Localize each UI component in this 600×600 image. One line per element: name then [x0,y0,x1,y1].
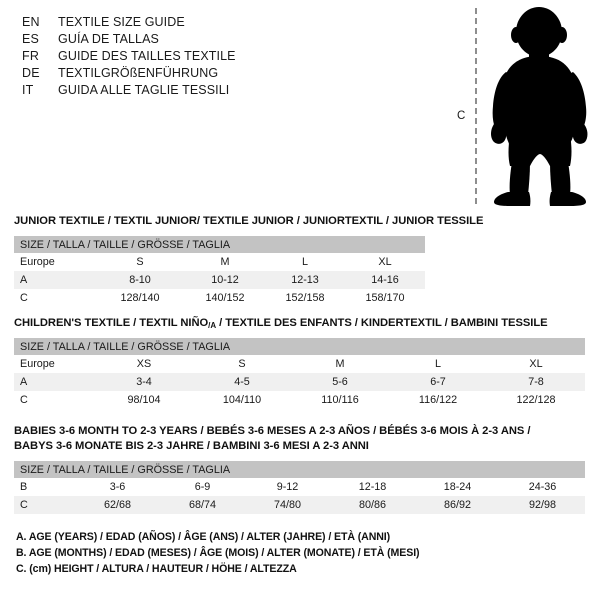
language-row: IT GUIDA ALLE TAGLIE TESSILI [22,82,322,99]
cell: 24-36 [500,478,586,496]
table-row: C 98/104 104/110 110/116 116/122 122/128 [14,391,586,409]
cell: M [185,253,265,271]
section-children-textile: CHILDREN'S TEXTILE / TEXTIL NIÑO/A / TEX… [14,316,586,409]
section-title-babies-line2: BABYS 3-6 MONATE BIS 2-3 JAHRE / BAMBINI… [14,440,369,452]
height-marker-label: C [457,110,466,122]
row-label: C [14,496,75,514]
language-title-de: TEXTILGRÖßENFÜHRUNG [58,66,219,80]
footnote-c: C. (cm) HEIGHT / ALTURA / HAUTEUR / HÖHE… [16,563,297,575]
cell: 18-24 [415,478,500,496]
cell: 62/68 [75,496,160,514]
cell: 3-6 [75,478,160,496]
language-title-es: GUÍA DE TALLAS [58,32,159,46]
cell: 10-12 [185,271,265,289]
cell: 9-12 [245,478,330,496]
cell: 86/92 [415,496,500,514]
cell: 68/74 [160,496,245,514]
table-row: B 3-6 6-9 9-12 12-18 18-24 24-36 [14,478,586,496]
cell: 8-10 [95,271,185,289]
size-table-children: SIZE / TALLA / TAILLE / GRÖSSE / TAGLIA … [14,338,586,409]
table-row: Europe XS S M L XL [14,355,586,373]
size-table-junior: SIZE / TALLA / TAILLE / GRÖSSE / TAGLIA … [14,236,426,307]
cell: 14-16 [345,271,426,289]
table-header-row: SIZE / TALLA / TAILLE / GRÖSSE / TAGLIA [14,338,586,355]
table-row: C 128/140 140/152 152/158 158/170 [14,289,426,307]
cell: L [265,253,345,271]
language-title-it: GUIDA ALLE TAGLIE TESSILI [58,83,230,97]
section-title-babies-line1: BABIES 3-6 MONTH TO 2-3 YEARS / BEBÉS 3-… [14,425,531,437]
table-row: C 62/68 68/74 74/80 80/86 86/92 92/98 [14,496,586,514]
footnote-a: A. AGE (YEARS) / EDAD (AÑOS) / ÂGE (ANS)… [16,531,391,543]
cell: 122/128 [487,391,586,409]
height-dashed-line-icon [475,8,477,204]
cell: XL [345,253,426,271]
cell: 74/80 [245,496,330,514]
section-title-children: CHILDREN'S TEXTILE / TEXTIL NIÑO/A / TEX… [14,316,585,331]
cell: XL [487,355,586,373]
section-title-children-prefix: CHILDREN'S TEXTILE / TEXTIL NIÑO [14,317,209,329]
language-row: FR GUIDE DES TAILLES TEXTILE [22,48,322,65]
cell: 128/140 [95,289,185,307]
cell: 4-5 [193,373,291,391]
section-junior-textile: JUNIOR TEXTILE / TEXTIL JUNIOR/ TEXTILE … [14,214,483,307]
cell: M [291,355,389,373]
language-code-de: DE [22,66,40,80]
row-label: C [14,391,95,409]
toddler-silhouette-icon [491,7,588,206]
size-table-babies: SIZE / TALLA / TAILLE / GRÖSSE / TAGLIA … [14,461,586,514]
language-row: DE TEXTILGRÖßENFÜHRUNG [22,65,322,82]
cell: L [389,355,487,373]
cell: 110/116 [291,391,389,409]
table-row: Europe S M L XL [14,253,426,271]
table-header-label: SIZE / TALLA / TAILLE / GRÖSSE / TAGLIA [14,461,586,478]
cell: 3-4 [95,373,193,391]
cell: S [95,253,185,271]
cell: 7-8 [487,373,586,391]
row-label: A [14,373,95,391]
language-code-fr: FR [22,49,40,63]
cell: S [193,355,291,373]
table-header-row: SIZE / TALLA / TAILLE / GRÖSSE / TAGLIA [14,236,426,253]
cell: 12-18 [330,478,415,496]
cell: 92/98 [500,496,586,514]
cell: 104/110 [193,391,291,409]
row-label: A [14,271,95,289]
cell: 5-6 [291,373,389,391]
language-row: EN TEXTILE SIZE GUIDE [22,14,322,31]
language-title-en: TEXTILE SIZE GUIDE [58,15,185,29]
section-title-children-sub: /A [208,321,217,330]
language-code-it: IT [22,83,34,97]
cell: 6-7 [389,373,487,391]
table-row: A 8-10 10-12 12-13 14-16 [14,271,426,289]
section-babies-textile: BABIES 3-6 MONTH TO 2-3 YEARS / BEBÉS 3-… [14,424,586,514]
table-row: A 3-4 4-5 5-6 6-7 7-8 [14,373,586,391]
row-label: C [14,289,95,307]
section-title-junior: JUNIOR TEXTILE / TEXTIL JUNIOR/ TEXTILE … [14,215,484,227]
language-title-fr: GUIDE DES TAILLES TEXTILE [58,49,236,63]
footnote-legend: A. AGE (YEARS) / EDAD (AÑOS) / ÂGE (ANS)… [16,529,536,577]
cell: 80/86 [330,496,415,514]
row-label: Europe [14,253,95,271]
table-header-row: SIZE / TALLA / TAILLE / GRÖSSE / TAGLIA [14,461,586,478]
cell: 158/170 [345,289,426,307]
footnote-b: B. AGE (MONTHS) / EDAD (MESES) / ÂGE (MO… [16,547,420,559]
cell: 6-9 [160,478,245,496]
cell: 116/122 [389,391,487,409]
cell: 140/152 [185,289,265,307]
cell: 152/158 [265,289,345,307]
section-title-children-suffix: / TEXTILE DES ENFANTS / KINDERTEXTIL / B… [216,317,548,329]
table-header-label: SIZE / TALLA / TAILLE / GRÖSSE / TAGLIA [14,338,586,355]
language-code-es: ES [22,32,40,46]
language-row: ES GUÍA DE TALLAS [22,31,322,48]
cell: XS [95,355,193,373]
height-measurement-figure: C [440,6,595,206]
cell: 12-13 [265,271,345,289]
table-header-label: SIZE / TALLA / TAILLE / GRÖSSE / TAGLIA [14,236,426,253]
row-label: Europe [14,355,95,373]
language-title-block: EN TEXTILE SIZE GUIDE ES GUÍA DE TALLAS … [22,14,322,99]
row-label: B [14,478,75,496]
language-code-en: EN [22,15,40,29]
cell: 98/104 [95,391,193,409]
